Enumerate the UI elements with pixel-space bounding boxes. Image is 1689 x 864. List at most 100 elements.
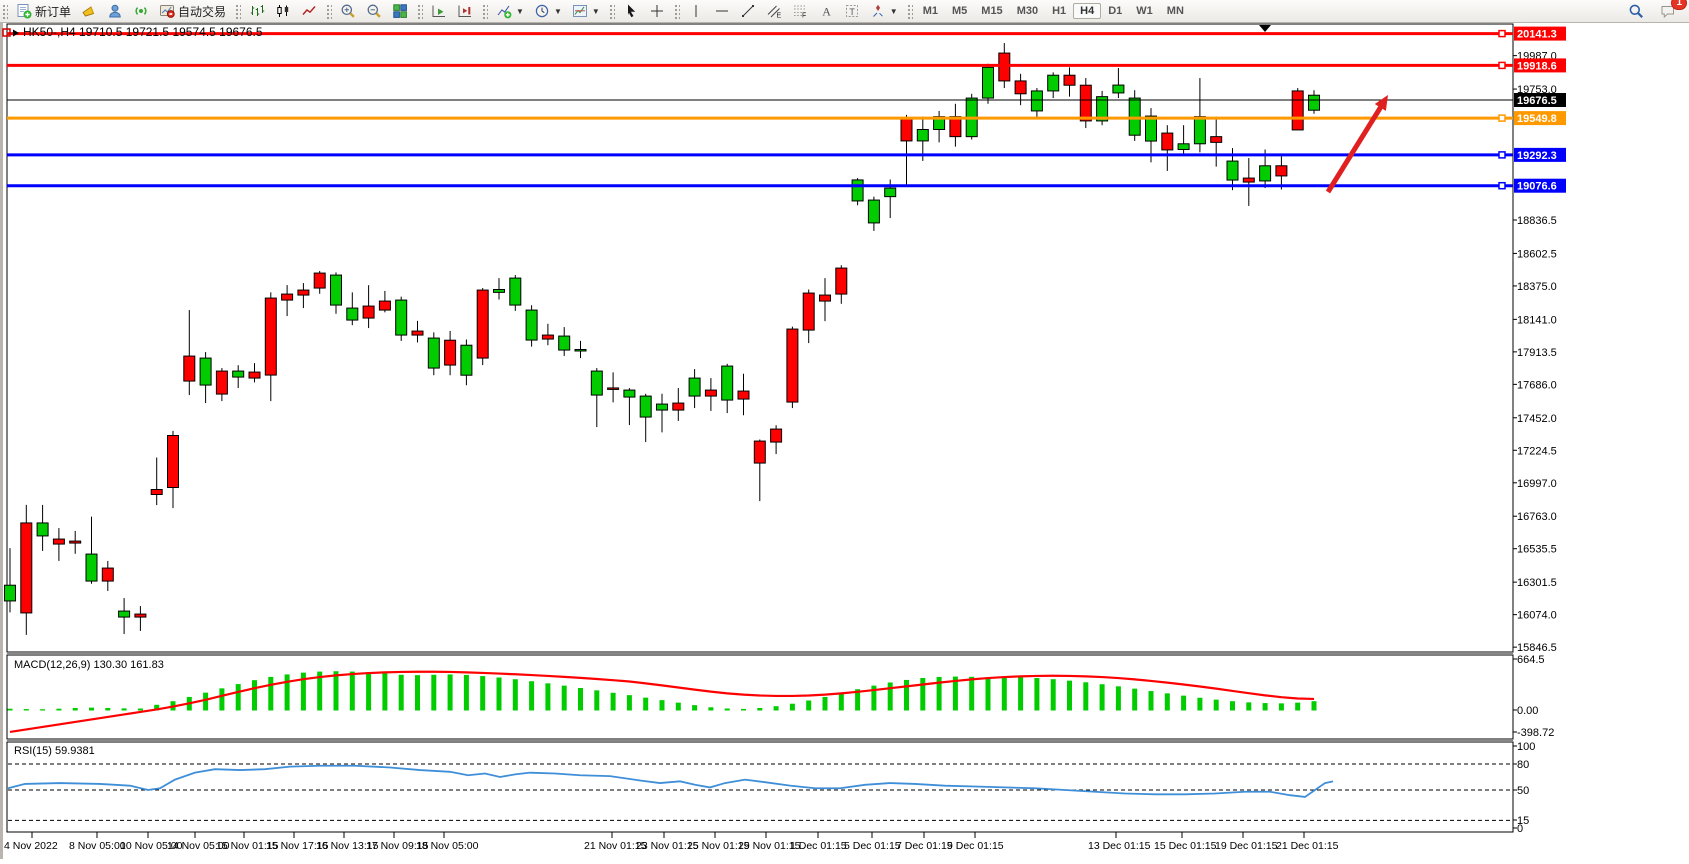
resistance-2-handle[interactable] bbox=[1498, 29, 1506, 38]
auto-scroll-button[interactable] bbox=[426, 0, 452, 22]
candle-body bbox=[721, 365, 734, 401]
resistance-1-handle[interactable] bbox=[1498, 61, 1506, 70]
trendline-icon bbox=[741, 5, 754, 17]
macd-histogram-bar bbox=[40, 709, 46, 711]
periods-button[interactable]: ▼ bbox=[529, 0, 567, 22]
timeframe-h4[interactable]: H4 bbox=[1073, 3, 1102, 19]
macd-histogram-bar bbox=[952, 676, 958, 711]
resistance-1-badge bbox=[1514, 58, 1566, 73]
new-order-button[interactable]: 新订单 bbox=[11, 0, 76, 22]
autotrading-button[interactable]: 自动交易 bbox=[154, 0, 231, 22]
macd-histogram-bar bbox=[1001, 676, 1007, 711]
timeframe-mn[interactable]: MN bbox=[1166, 5, 1184, 17]
timeframe-d1[interactable]: D1 bbox=[1108, 5, 1123, 17]
macd-histogram-bar bbox=[1278, 703, 1284, 711]
new-order-icon bbox=[17, 4, 32, 19]
candle-body bbox=[1177, 143, 1190, 150]
vertical-line-button[interactable] bbox=[683, 0, 709, 22]
timeframe-m15[interactable]: M15 bbox=[981, 5, 1003, 17]
macd-histogram-bar bbox=[969, 676, 975, 711]
rsi-tick-label: 15 bbox=[1517, 815, 1529, 827]
indicators-button[interactable]: ▼ bbox=[491, 0, 529, 22]
candle-body bbox=[362, 305, 375, 319]
macd-histogram-bar bbox=[105, 708, 111, 711]
timeframe-h1[interactable]: H1 bbox=[1052, 5, 1067, 17]
macd-histogram-bar bbox=[7, 708, 13, 711]
macd-histogram-bar bbox=[496, 677, 502, 711]
macd-histogram-bar bbox=[23, 709, 29, 711]
rsi-line bbox=[7, 764, 1334, 798]
line-handle-icon[interactable] bbox=[2, 28, 11, 37]
macd-histogram-bar bbox=[1132, 688, 1138, 711]
text-button[interactable]: A bbox=[813, 0, 839, 22]
label-button[interactable]: T bbox=[839, 0, 865, 22]
megaphone-icon bbox=[82, 6, 95, 17]
support-1-handle[interactable] bbox=[1498, 151, 1506, 159]
tile-icon bbox=[393, 4, 407, 18]
rsi-tick-label: 80 bbox=[1517, 759, 1529, 771]
macd-tick-label: 0.00 bbox=[1517, 705, 1538, 717]
macd-histogram-bar bbox=[789, 703, 795, 711]
channel-button[interactable]: E bbox=[761, 0, 787, 22]
price-tick-label: 18602.5 bbox=[1517, 248, 1557, 260]
rsi-tick-label: 0 bbox=[1517, 823, 1523, 835]
chart-shift-button[interactable] bbox=[452, 0, 478, 22]
pivot-handle[interactable] bbox=[1498, 114, 1506, 122]
line-chart-button[interactable] bbox=[296, 0, 322, 22]
journal-button[interactable] bbox=[76, 0, 102, 22]
timeframe-m5[interactable]: M5 bbox=[952, 5, 968, 17]
crosshair-button[interactable] bbox=[644, 0, 670, 22]
macd-signal-line bbox=[9, 670, 1315, 734]
macd-panel[interactable] bbox=[6, 654, 1514, 740]
candle-body bbox=[199, 357, 212, 386]
rsi-panel[interactable] bbox=[6, 741, 1514, 833]
candle-body bbox=[1145, 115, 1157, 142]
trendline-button[interactable] bbox=[735, 0, 761, 22]
trend-arrow[interactable] bbox=[1325, 103, 1385, 194]
macd-histogram-bar bbox=[431, 674, 437, 711]
templates-button[interactable]: ▼ bbox=[567, 0, 605, 22]
timeframe-m30[interactable]: M30 bbox=[1016, 5, 1039, 17]
rsi-tick-label: 100 bbox=[1517, 741, 1535, 753]
toolbar-right: 1 bbox=[1623, 0, 1689, 22]
candle-body bbox=[998, 52, 1011, 82]
candle-body bbox=[786, 328, 799, 403]
signals-button[interactable] bbox=[128, 0, 154, 22]
price-panel[interactable] bbox=[6, 23, 1514, 653]
macd-histogram-bar bbox=[1197, 697, 1203, 711]
fibonacci-button[interactable]: F bbox=[787, 0, 813, 22]
candle-body bbox=[672, 402, 685, 411]
toolbar-grip bbox=[325, 3, 333, 19]
tile-windows-button[interactable] bbox=[387, 0, 413, 22]
support-2-handle[interactable] bbox=[1498, 181, 1506, 190]
date-label: 10 Nov 05:00 bbox=[120, 840, 183, 852]
candle-body bbox=[639, 395, 652, 418]
zoom-out-button[interactable] bbox=[361, 0, 387, 22]
candle-body bbox=[916, 129, 929, 142]
timeframe-m1[interactable]: M1 bbox=[922, 5, 938, 17]
horizontal-line-button[interactable] bbox=[709, 0, 735, 22]
bar-chart-button[interactable] bbox=[244, 0, 270, 22]
candlestick-button[interactable] bbox=[270, 0, 296, 22]
date-label: 1 Dec 01:15 bbox=[790, 840, 847, 852]
candle-body bbox=[215, 370, 228, 395]
search-button[interactable] bbox=[1623, 0, 1649, 22]
zoom-in-button[interactable] bbox=[335, 0, 361, 22]
price-tick-label: 18141.0 bbox=[1517, 314, 1557, 326]
cursor-button[interactable] bbox=[618, 0, 644, 22]
chart-window[interactable]: 19987.0 19753.0 18836.5 18602.5 18375.0 18141… bbox=[0, 23, 1689, 864]
macd-histogram-bar bbox=[154, 704, 160, 711]
candle-body bbox=[346, 307, 359, 321]
candle-body bbox=[134, 613, 147, 618]
macd-histogram-bar bbox=[822, 696, 828, 711]
candle-body bbox=[819, 294, 831, 302]
macd-histogram-bar bbox=[610, 692, 616, 711]
arrows-button[interactable]: ▼ bbox=[865, 0, 903, 22]
toolbar-grip bbox=[1, 3, 8, 19]
chart-shift-marker[interactable] bbox=[1259, 25, 1271, 32]
macd-histogram-bar bbox=[366, 672, 372, 711]
date-label: 5 Dec 01:15 bbox=[844, 840, 901, 852]
macd-histogram-bar bbox=[659, 700, 665, 711]
community-button[interactable] bbox=[102, 0, 128, 22]
timeframe-w1[interactable]: W1 bbox=[1136, 5, 1153, 17]
